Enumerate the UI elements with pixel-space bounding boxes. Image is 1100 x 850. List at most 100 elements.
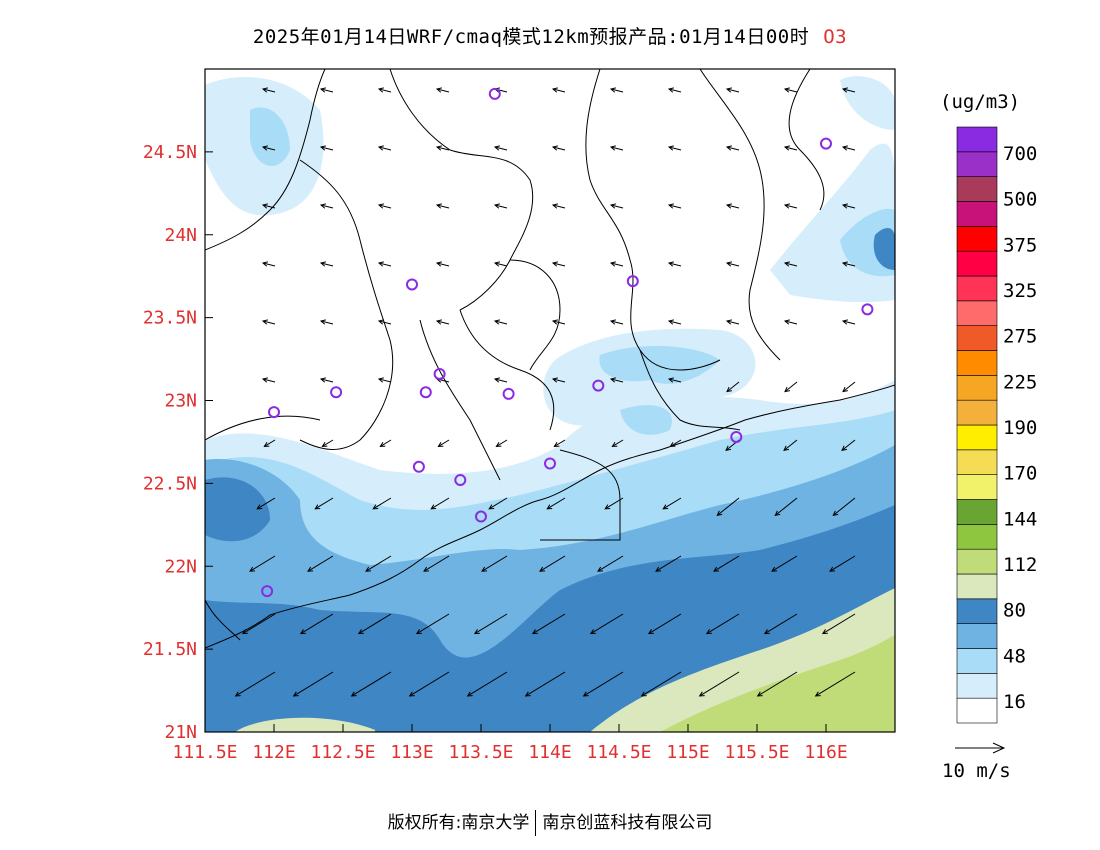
wind-arrow — [668, 204, 682, 209]
wind-arrowhead — [597, 566, 604, 572]
color-bar-label: 16 — [1003, 691, 1026, 713]
wind-arrowhead — [841, 319, 848, 325]
color-bar-segment — [956, 300, 998, 326]
wind-arrowhead — [841, 87, 848, 93]
wind-arrow — [409, 671, 450, 697]
x-tick-label: 116E — [804, 742, 847, 763]
county-border-1 — [459, 309, 555, 431]
wind-arrow — [423, 555, 450, 572]
wind-arrow — [670, 439, 682, 447]
wind-arrow — [256, 497, 276, 510]
wind-arrow — [467, 671, 508, 697]
color-bar-segment — [956, 250, 998, 277]
wind-arrow — [706, 613, 740, 635]
color-bar-label: 112 — [1003, 554, 1037, 576]
wind-arrowhead — [261, 203, 268, 209]
wind-arrow — [771, 555, 798, 572]
wind-arrow — [436, 88, 450, 93]
station-marker — [488, 87, 501, 100]
wind-arrowhead — [716, 510, 723, 517]
wind-arrowhead — [249, 566, 256, 572]
wind-arrow — [262, 320, 276, 325]
wind-arrowhead — [377, 87, 384, 93]
wind-arrow — [842, 88, 856, 93]
wind-arrowhead — [667, 261, 674, 267]
wind-arrowhead — [841, 445, 848, 452]
station-marker — [419, 386, 432, 399]
wind-arrow — [262, 204, 276, 209]
wind-arrowhead — [435, 203, 442, 209]
wind-arrow — [378, 378, 392, 383]
wind-reference: 10 m/s — [942, 742, 1011, 782]
wind-arrowhead — [524, 691, 531, 697]
wind-arrow — [842, 320, 856, 325]
band-16-top — [840, 76, 895, 130]
wind-arrowhead — [725, 261, 732, 267]
wind-arrow — [380, 439, 392, 447]
color-bar-segment — [956, 449, 998, 475]
wind-arrowhead — [435, 319, 442, 325]
monitoring-stations — [261, 87, 874, 598]
wind-arrowhead — [841, 203, 848, 209]
wind-arrow — [829, 555, 856, 572]
wind-arrow — [262, 146, 276, 151]
wind-arrowhead — [551, 87, 558, 93]
concentration-field — [205, 69, 895, 732]
wind-arrow — [552, 88, 566, 93]
color-bar-segment — [956, 424, 998, 451]
wind-arrow — [552, 262, 566, 267]
title-main: 2025年01月14日WRF/cmaq模式12km预报产品:01月14日00时 — [252, 26, 810, 48]
wind-arrow — [430, 497, 450, 510]
wind-arrowhead — [551, 203, 558, 209]
wind-arrowhead — [640, 691, 647, 697]
station-marker — [433, 367, 446, 380]
wind-arrowhead — [783, 319, 790, 325]
copyright-footer: 版权所有:南京大学 南京创蓝科技有限公司 — [0, 808, 1100, 836]
color-bar-label: 500 — [1003, 189, 1037, 211]
footer-left: 版权所有:南京大学 — [387, 813, 530, 833]
wind-arrow — [784, 88, 798, 93]
wind-arrowhead — [261, 377, 268, 383]
wind-arrow — [494, 146, 508, 151]
wind-arrowhead — [667, 319, 674, 325]
wind-arrowhead — [842, 386, 848, 393]
station-marker — [454, 474, 467, 487]
wind-arrowhead — [495, 441, 502, 448]
y-tick-label: 22.5N — [143, 473, 197, 494]
wind-arrow — [554, 439, 566, 447]
x-tick-label: 112E — [252, 742, 295, 763]
color-bar-label: 170 — [1003, 463, 1037, 485]
color-bar-segment — [956, 275, 998, 302]
wind-arrowhead — [783, 445, 790, 452]
province-border-1 — [205, 69, 326, 251]
wind-arrowhead — [321, 441, 328, 448]
wind-arrowhead — [319, 87, 326, 93]
wind-arrowhead — [604, 504, 611, 510]
chart-title: 2025年01月14日WRF/cmaq模式12km预报产品:01月14日00时 O… — [0, 22, 1100, 49]
station-marker — [412, 460, 425, 473]
wind-arrowhead — [774, 510, 781, 517]
wind-arrowhead — [726, 386, 732, 393]
wind-arrowhead — [319, 261, 326, 267]
wind-arrow — [757, 671, 798, 697]
wind-arrowhead — [783, 203, 790, 209]
wind-arrowhead — [783, 261, 790, 267]
wind-arrowhead — [783, 145, 790, 151]
wind-arrow — [726, 381, 740, 392]
wind-arrowhead — [379, 441, 386, 448]
wind-arrowhead — [662, 504, 669, 510]
wind-arrowhead — [783, 87, 790, 93]
wind-arrow — [668, 320, 682, 325]
wind-arrowhead — [319, 145, 326, 151]
wind-arrow — [436, 146, 450, 151]
wind-arrowhead — [829, 566, 836, 572]
wind-arrow — [474, 613, 508, 635]
wind-arrow — [438, 439, 450, 447]
wind-arrowhead — [589, 629, 596, 635]
wind-arrowhead — [841, 145, 848, 151]
wind-arrowhead — [667, 87, 674, 93]
wind-arrow — [494, 262, 508, 267]
y-tick-label: 21.5N — [143, 639, 197, 660]
wind-arrow — [320, 320, 334, 325]
